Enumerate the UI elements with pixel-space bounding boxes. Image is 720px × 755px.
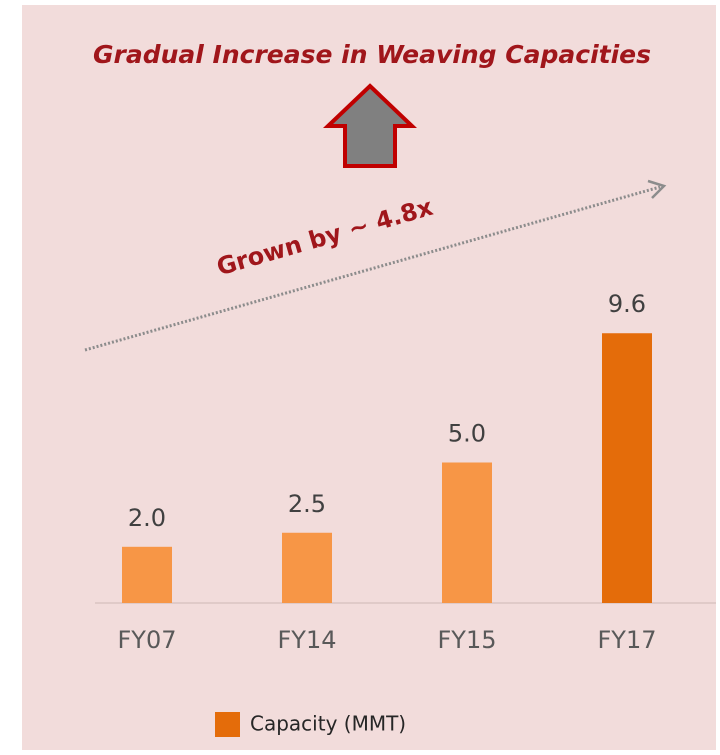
legend-swatch	[215, 712, 240, 737]
up-arrow-icon	[323, 83, 417, 168]
x-tick-label: FY15	[437, 626, 496, 654]
data-label: 2.0	[128, 504, 166, 532]
x-tick-label: FY17	[597, 626, 656, 654]
bar	[282, 532, 332, 603]
trend-arrowhead	[647, 179, 667, 199]
data-label: 5.0	[448, 420, 486, 448]
chart-title: Gradual Increase in Weaving Capacities	[93, 40, 651, 69]
x-tick-label: FY14	[277, 626, 336, 654]
data-label: 2.5	[288, 490, 326, 518]
bar	[122, 546, 172, 603]
x-tick-label: FY07	[117, 626, 176, 654]
bar	[602, 333, 652, 603]
legend-label: Capacity (MMT)	[250, 712, 406, 736]
bar	[442, 462, 492, 603]
data-label: 9.6	[608, 290, 646, 318]
